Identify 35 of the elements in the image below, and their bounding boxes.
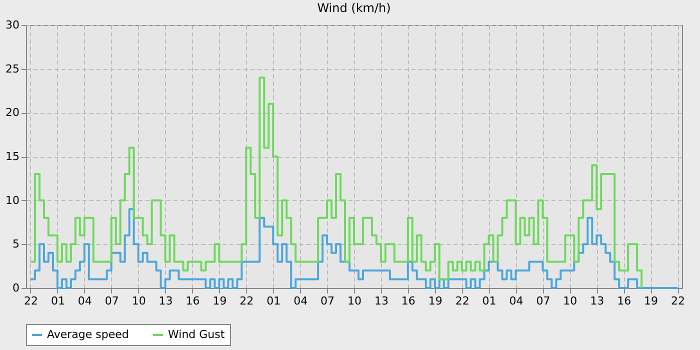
x-tick-label: 19 <box>212 294 227 308</box>
x-tick-label: 10 <box>348 294 362 308</box>
x-tick-label: 10 <box>132 294 146 308</box>
x-tick-label: 10 <box>563 294 578 308</box>
y-tick-label: 15 <box>6 150 20 163</box>
x-tick-label: 16 <box>617 294 632 308</box>
x-tick-label: 22 <box>240 294 254 308</box>
x-tick-label: 01 <box>266 294 281 308</box>
y-tick-label: 20 <box>6 106 20 120</box>
legend-label: Average speed <box>47 328 129 341</box>
x-tick-label: 16 <box>401 294 416 308</box>
x-tick-label: 07 <box>536 294 550 308</box>
legend-label: Wind Gust <box>168 328 226 341</box>
x-tick-label: 22 <box>24 294 38 308</box>
y-tick-label: 10 <box>6 194 20 207</box>
x-tick-label: 01 <box>482 294 496 308</box>
x-tick-label: 13 <box>374 294 388 308</box>
y-tick-label: 25 <box>6 62 20 76</box>
x-tick-label: 07 <box>320 294 335 308</box>
x-tick-label: 19 <box>644 294 658 308</box>
x-tick-label: 04 <box>294 294 308 308</box>
x-tick-label: 16 <box>186 294 200 308</box>
y-tick-label: 5 <box>12 238 20 251</box>
x-tick-label: 13 <box>590 294 604 308</box>
x-tick-label: 13 <box>158 294 173 308</box>
x-tick-label: 04 <box>78 294 92 308</box>
x-tick-label: 04 <box>509 294 524 308</box>
x-tick-label: 07 <box>104 294 119 308</box>
y-tick-label: 30 <box>6 18 20 32</box>
x-tick-label: 22 <box>671 294 686 308</box>
chart-title: Wind (km/h) <box>317 1 391 15</box>
x-tick-label: 19 <box>428 294 442 308</box>
x-tick-label: 22 <box>455 294 470 308</box>
y-tick-label: 0 <box>12 282 20 294</box>
x-tick-label: 01 <box>50 294 65 308</box>
